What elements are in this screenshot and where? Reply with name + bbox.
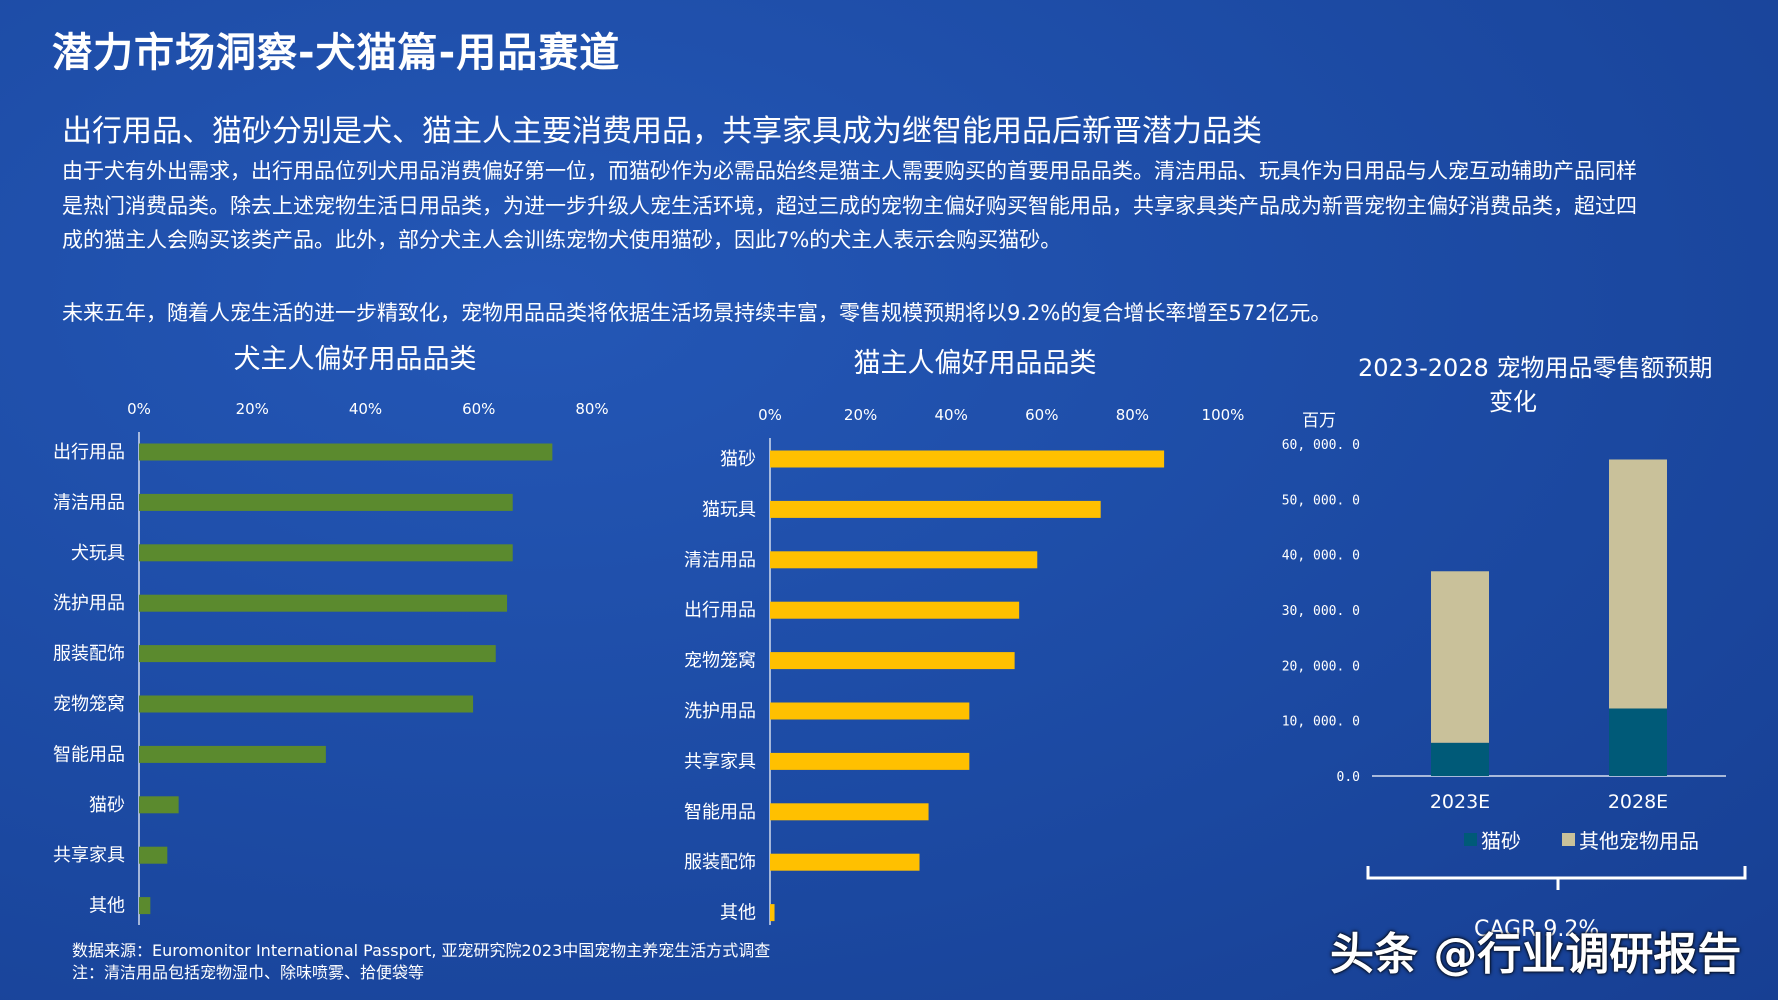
cat-category-label: 清洁用品: [684, 550, 756, 571]
cat-tick-label: 40%: [935, 406, 968, 424]
retail-tick-label: 60, 000. 0: [1282, 438, 1360, 453]
dog-bar: [139, 745, 326, 763]
cat-category-label: 服装配饰: [684, 852, 756, 873]
retail-chart-title-line-1: 2023-2028 宠物用品零售额预期: [1358, 354, 1712, 382]
cat-tick-label: 0%: [758, 406, 782, 424]
cat-category-label: 出行用品: [684, 600, 756, 621]
cat-tick-label: 60%: [1025, 406, 1058, 424]
cat-tick-label: 80%: [1116, 406, 1149, 424]
cat-bar: [770, 853, 920, 871]
cat-category-label: 其他: [720, 903, 756, 924]
cat-tick-label: 100%: [1202, 406, 1245, 424]
body-paragraph-1: 由于犬有外出需求，出行用品位列犬用品消费偏好第一位，而猫砂作为必需品始终是猫主人…: [62, 159, 1637, 252]
dog-category-label: 智能用品: [53, 744, 125, 765]
cat-bar: [770, 702, 970, 720]
dog-x-axis-ticks: 0% 20% 40% 60% 80%: [127, 400, 609, 418]
dog-chart-title: 犬主人偏好用品品类: [234, 344, 477, 375]
cat-bar: [770, 803, 929, 821]
retail-bars: 2023E 2028E: [1430, 459, 1668, 813]
footnote: 注：清洁用品包括宠物湿巾、除味喷雾、拾便袋等: [72, 963, 425, 982]
retail-legend-swatch: [1464, 833, 1477, 846]
retail-unit-label: 百万: [1302, 411, 1336, 431]
retail-forecast-chart: 2023-2028 宠物用品零售额预期 变化 百万 0.0 10, 000. 0 2…: [1282, 354, 1747, 942]
cat-category-label: 猫玩具: [702, 499, 756, 520]
dog-category-label: 共享家具: [53, 845, 125, 866]
cat-category-label: 共享家具: [684, 751, 756, 772]
retail-tick-label: 20, 000. 0: [1282, 659, 1360, 674]
cat-category-label: 猫砂: [720, 449, 756, 470]
cat-category-label: 宠物笼窝: [684, 651, 756, 672]
cat-category-label: 洗护用品: [684, 701, 756, 722]
retail-legend-swatch: [1562, 833, 1575, 846]
cat-bar: [770, 752, 970, 770]
cat-tick-label: 20%: [844, 406, 877, 424]
retail-legend-label: 其他宠物用品: [1579, 829, 1699, 853]
cat-chart-title: 猫主人偏好用品品类: [854, 348, 1097, 379]
retail-bracket: [1366, 866, 1747, 890]
dog-category-label: 洗护用品: [53, 593, 125, 614]
retail-y-axis-ticks: 0.0 10, 000. 0 20, 000. 0 30, 000. 0 40, 000…: [1282, 438, 1360, 785]
dog-tick-label: 40%: [349, 400, 382, 418]
cat-bar: [770, 450, 1165, 468]
cat-x-axis-ticks: 0% 20% 40% 60% 80% 100%: [758, 406, 1244, 424]
cat-bar: [770, 500, 1101, 518]
dog-bar: [139, 594, 508, 612]
retail-tick-label: 0.0: [1337, 770, 1360, 785]
cat-preference-chart: 猫主人偏好用品品类 0% 20% 40% 60% 80% 100% 猫砂猫玩具清洁用品出行…: [684, 348, 1244, 925]
cat-bar: [770, 551, 1038, 569]
retail-category-label: 2023E: [1430, 791, 1490, 813]
dog-bar: [139, 443, 553, 461]
retail-tick-label: 30, 000. 0: [1282, 604, 1360, 619]
dog-tick-label: 20%: [236, 400, 269, 418]
retail-bar-segment: [1609, 708, 1667, 776]
retail-category-label: 2028E: [1608, 791, 1668, 813]
retail-chart-title-line-2: 变化: [1489, 388, 1537, 416]
dog-bar: [139, 645, 496, 663]
dog-bar: [139, 796, 179, 814]
dog-bar: [139, 695, 474, 713]
dog-category-label: 其他: [89, 896, 125, 917]
data-source: 数据来源：Euromonitor International Passport,…: [72, 941, 771, 960]
dog-tick-label: 60%: [462, 400, 495, 418]
cat-bar: [770, 904, 775, 922]
dog-bar: [139, 544, 513, 562]
dog-category-label: 犬玩具: [71, 543, 125, 564]
page-title: 潜力市场洞察-犬猫篇-用品赛道: [52, 30, 621, 76]
cat-bar: [770, 652, 1015, 670]
cat-category-label: 智能用品: [684, 802, 756, 823]
dog-category-label: 服装配饰: [53, 644, 125, 665]
retail-legend: 猫砂 其他宠物用品: [1464, 829, 1699, 853]
cagr-label: CAGR 9.2%: [1474, 917, 1599, 942]
dog-category-label: 猫砂: [89, 795, 125, 816]
dog-preference-chart: 犬主人偏好用品品类 0% 20% 40% 60% 80% 出行用品清洁用品犬玩具洗护用品…: [53, 344, 609, 925]
dog-category-label: 宠物笼窝: [53, 694, 125, 715]
retail-bar-segment: [1609, 459, 1667, 709]
retail-tick-label: 40, 000. 0: [1282, 549, 1360, 564]
dog-tick-label: 80%: [575, 400, 608, 418]
retail-legend-label: 猫砂: [1481, 829, 1521, 853]
retail-bar-segment: [1431, 571, 1489, 743]
page-subtitle: 出行用品、猫砂分别是犬、猫主人主要消费用品，共享家具成为继智能用品后新晋潜力品类: [62, 114, 1262, 149]
dog-bar: [139, 493, 513, 511]
dog-bar: [139, 897, 151, 915]
dog-category-label: 出行用品: [53, 442, 125, 463]
dog-tick-label: 0%: [127, 400, 151, 418]
dog-category-label: 清洁用品: [53, 492, 125, 513]
retail-tick-label: 50, 000. 0: [1282, 493, 1360, 508]
watermark: 头条 @行业调研报告: [1330, 929, 1742, 980]
dog-bar: [139, 846, 168, 864]
retail-tick-label: 10, 000. 0: [1282, 715, 1360, 730]
cat-bar: [770, 601, 1020, 619]
retail-bar-segment: [1431, 742, 1489, 776]
body-paragraph-2: 未来五年，随着人宠生活的进一步精致化，宠物用品品类将依据生活场景持续丰富，零售规…: [62, 301, 1332, 325]
